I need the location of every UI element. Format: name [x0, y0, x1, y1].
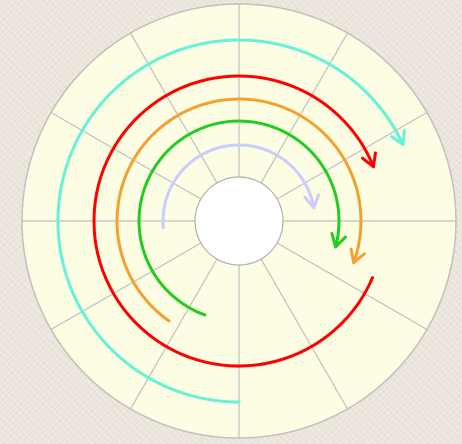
- series-arc-4: [56, 38, 405, 404]
- series-arc-3: [161, 143, 316, 230]
- series-arrowhead-0: [360, 151, 377, 169]
- series-arc-0: [92, 74, 375, 368]
- series-arrowhead-1: [349, 247, 366, 265]
- series-arcs: [56, 38, 406, 404]
- grid-spoke: [260, 32, 349, 184]
- grid-lines: [22, 4, 456, 438]
- series-arrowhead-4: [390, 129, 406, 147]
- grid-spoke: [276, 111, 428, 200]
- series-arc-1: [115, 97, 363, 323]
- series-arrowhead-3: [303, 193, 321, 210]
- grid-spoke: [129, 32, 218, 184]
- grid-spoke: [276, 242, 428, 331]
- center-hole: [194, 176, 284, 266]
- series-arrowhead-2: [330, 231, 347, 249]
- grid-spoke: [129, 258, 218, 410]
- grid-spoke: [260, 258, 349, 410]
- grid-spoke: [50, 242, 202, 331]
- series-arc-2: [137, 119, 341, 317]
- grid-spoke: [50, 111, 202, 200]
